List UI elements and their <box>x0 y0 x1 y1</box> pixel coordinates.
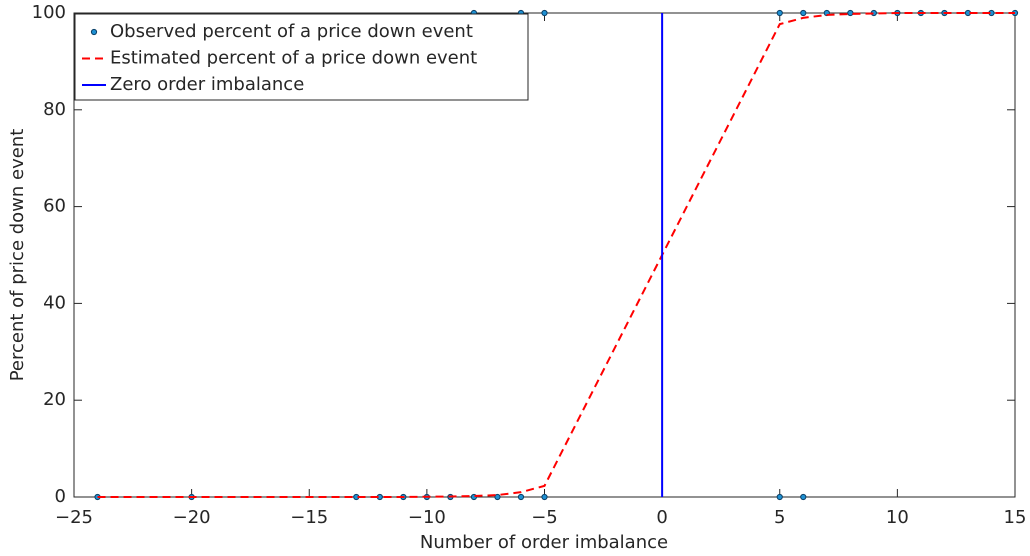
x-tick-label: 5 <box>774 507 785 528</box>
data-point <box>541 493 548 501</box>
y-tick-label: 100 <box>32 2 66 23</box>
x-tick-label: −10 <box>408 507 446 528</box>
x-tick-label: −25 <box>55 507 93 528</box>
x-tick-label: 0 <box>656 507 667 528</box>
data-point <box>494 493 501 501</box>
data-point <box>847 9 854 17</box>
legend-label: Observed percent of a price down event <box>110 21 473 42</box>
data-point <box>517 493 525 501</box>
data-point <box>800 493 807 501</box>
data-point <box>800 9 807 17</box>
x-tick-label: −15 <box>290 507 328 528</box>
legend-box <box>74 13 529 101</box>
x-axis-label: Number of order imbalance <box>420 532 668 553</box>
x-tick-label: 15 <box>1004 507 1027 528</box>
x-tick-label: 10 <box>886 507 909 528</box>
legend-marker <box>90 28 98 36</box>
y-tick-label: 60 <box>43 196 66 217</box>
data-point <box>776 9 783 17</box>
y-tick-label: 0 <box>55 486 66 507</box>
x-tick-label: −20 <box>173 507 211 528</box>
data-point <box>541 9 548 17</box>
y-tick-label: 20 <box>43 389 66 410</box>
x-tick-label: −5 <box>531 507 558 528</box>
y-tick-label: 40 <box>43 292 66 313</box>
y-tick-label: 80 <box>43 99 66 120</box>
legend-label: Zero order imbalance <box>110 74 304 95</box>
y-axis-label: Percent of price down event <box>7 129 28 382</box>
legend-label: Estimated percent of a price down event <box>110 48 477 69</box>
data-point <box>776 493 783 501</box>
